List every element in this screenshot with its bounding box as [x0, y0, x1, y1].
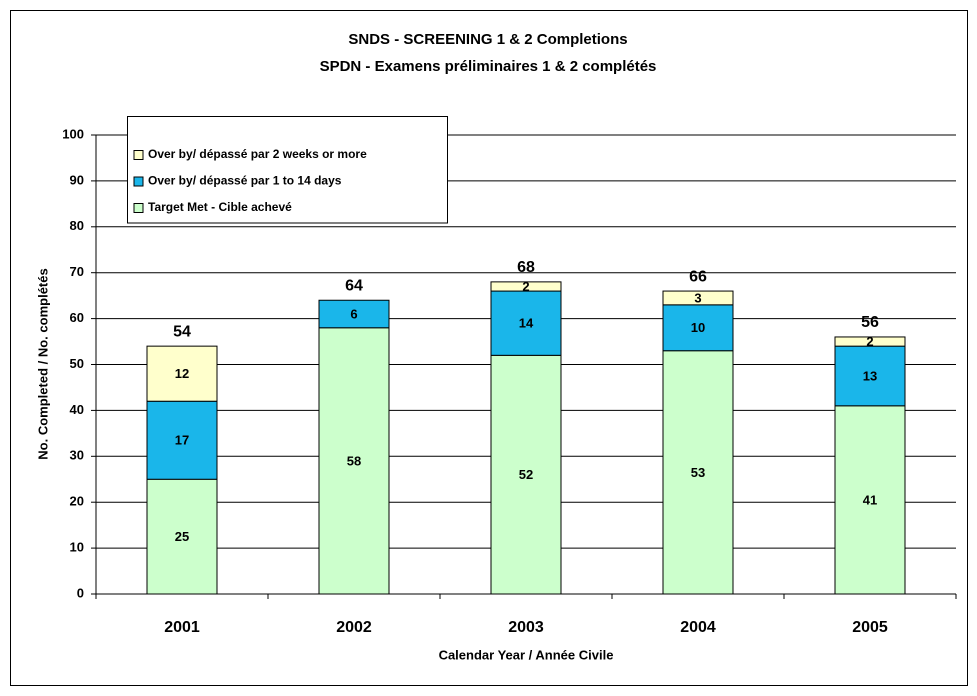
- value-label: 12: [175, 366, 189, 381]
- value-label: 2: [866, 334, 873, 349]
- y-tick-label: 30: [70, 448, 84, 463]
- bar-segment: [662, 350, 734, 595]
- value-label: 2: [522, 279, 529, 294]
- legend-swatch: [133, 203, 144, 213]
- value-label: 53: [691, 465, 705, 480]
- bar-segment: [146, 345, 218, 402]
- chart-title: SNDS - SCREENING 1 & 2 Completions: [348, 31, 627, 48]
- x-tick-label: 2001: [164, 619, 200, 636]
- value-label: 14: [519, 316, 534, 331]
- y-tick-label: 100: [62, 126, 84, 141]
- total-label: 54: [173, 323, 191, 340]
- value-label: 41: [863, 492, 877, 507]
- bar-segment: [834, 405, 906, 595]
- y-tick-label: 70: [70, 264, 84, 279]
- value-label: 25: [175, 529, 189, 544]
- total-label: 56: [861, 314, 879, 331]
- legend-swatch: [133, 176, 144, 187]
- bar-segment: [490, 281, 562, 292]
- bar-segment: [146, 478, 218, 595]
- value-label: 13: [863, 368, 877, 383]
- x-tick-label: 2003: [508, 619, 544, 636]
- y-tick-label: 90: [70, 172, 84, 187]
- total-label: 64: [345, 277, 363, 294]
- legend-label: Over by/ dépassé par 1 to 14 days: [148, 174, 342, 188]
- chart-subtitle: SPDN - Examens préliminaires 1 & 2 compl…: [320, 58, 657, 75]
- y-tick-label: 80: [70, 218, 84, 233]
- value-label: 58: [347, 453, 361, 468]
- total-label: 66: [689, 268, 707, 285]
- y-tick-label: 0: [77, 585, 84, 600]
- y-tick-label: 20: [70, 494, 84, 509]
- value-label: 3: [694, 290, 701, 305]
- y-tick-label: 10: [70, 540, 84, 555]
- value-label: 10: [691, 320, 705, 335]
- bar-segment: [662, 304, 734, 352]
- bar-segment: [318, 299, 390, 329]
- value-label: 52: [519, 467, 533, 482]
- x-axis-label: Calendar Year / Année Civile: [439, 647, 614, 662]
- total-label: 68: [517, 259, 535, 276]
- legend-label: Over by/ dépassé par 2 weeks or more: [148, 147, 367, 161]
- y-tick-label: 60: [70, 310, 84, 325]
- bar-segment: [490, 354, 562, 595]
- bar-segment: [662, 290, 734, 306]
- legend-label: Target Met - Cible achevé: [148, 200, 292, 214]
- bar-segment: [834, 336, 906, 347]
- legend-swatch: [133, 150, 144, 160]
- y-tick-label: 50: [70, 356, 84, 371]
- x-tick-label: 2004: [680, 619, 716, 636]
- value-label: 6: [350, 306, 357, 321]
- x-tick-label: 2002: [336, 619, 372, 636]
- value-label: 17: [175, 433, 189, 448]
- x-tick-label: 2005: [852, 619, 888, 636]
- y-axis-label: No. Completed / No. complétés: [35, 268, 50, 459]
- y-tick-label: 40: [70, 402, 84, 417]
- bar-segment: [318, 327, 390, 595]
- legend-box: [127, 116, 448, 224]
